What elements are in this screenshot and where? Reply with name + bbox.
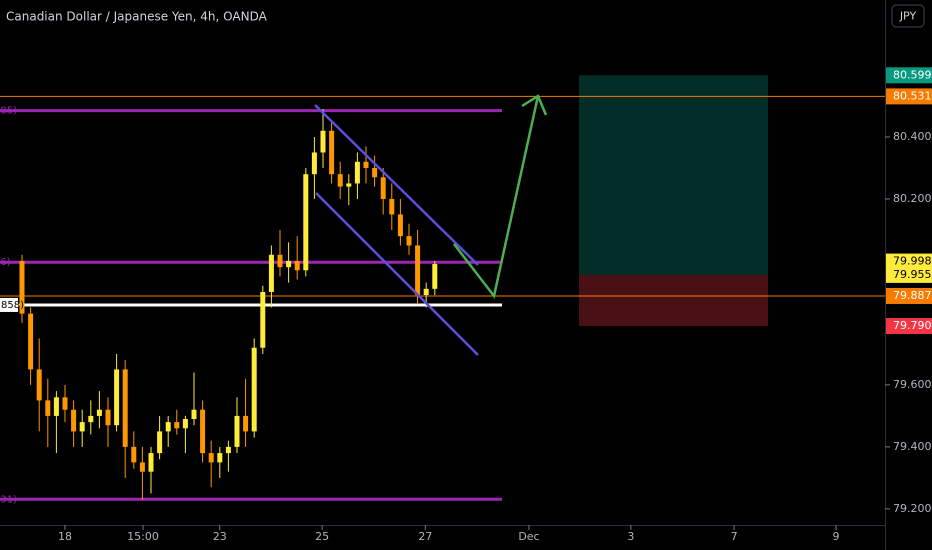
y-tick-label: 80.400 xyxy=(893,130,932,143)
candle-body xyxy=(28,313,34,370)
price-label-bg xyxy=(886,253,932,270)
level-label: 858) xyxy=(1,300,24,311)
candle-body xyxy=(105,409,111,426)
x-tick-label: Dec xyxy=(518,530,539,543)
candle-body xyxy=(251,347,257,432)
candle-body xyxy=(174,422,180,429)
candle-body xyxy=(122,369,128,447)
candle-body xyxy=(372,167,378,178)
x-tick-label: 3 xyxy=(627,530,634,543)
candle-body xyxy=(363,161,369,168)
candle-body xyxy=(45,400,51,416)
candle-body xyxy=(139,462,145,472)
candle-body xyxy=(182,419,188,429)
price-label-bg xyxy=(886,287,932,304)
candle-body xyxy=(53,397,59,416)
candle-body xyxy=(294,260,300,271)
candle-body xyxy=(329,130,335,175)
x-tick-label: 7 xyxy=(731,530,738,543)
chart-title: Canadian Dollar / Japanese Yen, 4h, OAND… xyxy=(6,10,268,24)
price-label-bg xyxy=(886,266,932,283)
price-label-bg xyxy=(886,318,932,335)
candle-body xyxy=(62,397,68,410)
price-label: 80.599 xyxy=(893,68,932,81)
channel-upper xyxy=(314,104,479,266)
candle-body xyxy=(19,260,25,314)
candle-body xyxy=(234,415,240,447)
candle-body xyxy=(217,453,223,463)
candle-body xyxy=(200,409,206,454)
candle-body xyxy=(71,409,77,432)
candle-body xyxy=(397,214,403,237)
candle-body xyxy=(243,415,249,432)
currency-button[interactable] xyxy=(891,4,925,28)
candle-body xyxy=(354,161,360,184)
price-label: 79.790 xyxy=(893,319,932,332)
candle-body xyxy=(389,198,395,215)
arrow-head xyxy=(521,94,548,116)
projection-arrow xyxy=(453,95,540,299)
price-label: 79.887 xyxy=(893,289,932,302)
candle-body xyxy=(79,422,85,432)
level-label: 231) xyxy=(0,494,17,505)
candle-body xyxy=(131,446,137,463)
x-tick-label: 9 xyxy=(832,530,839,543)
price-label-bg xyxy=(886,67,932,84)
y-tick-label: 79.600 xyxy=(893,378,932,391)
x-tick-label: 27 xyxy=(418,530,432,543)
candle-body xyxy=(277,254,283,268)
position-profit xyxy=(579,75,768,275)
candle-body xyxy=(157,431,163,454)
candle-body xyxy=(286,260,292,268)
y-tick-label: 79.200 xyxy=(893,502,932,515)
candle-body xyxy=(165,422,171,432)
level-label-bg xyxy=(0,297,18,312)
candle-body xyxy=(88,415,94,423)
candle-body xyxy=(423,288,429,296)
candle-body xyxy=(148,453,154,472)
x-tick-label: 25 xyxy=(315,530,329,543)
x-tick-label: 23 xyxy=(213,530,227,543)
candle-body xyxy=(320,130,326,153)
candle-body xyxy=(415,245,421,296)
price-label: 79.998 xyxy=(893,255,932,268)
y-tick-label: 79.400 xyxy=(893,440,932,453)
price-label: 80.531 xyxy=(893,89,932,102)
currency-label[interactable]: JPY xyxy=(899,10,917,23)
price-label: 79.955 xyxy=(893,268,932,281)
candle-body xyxy=(36,369,42,401)
candle-body xyxy=(191,409,197,420)
candle-body xyxy=(208,453,214,463)
x-tick-label: 15:00 xyxy=(127,530,159,543)
candle-body xyxy=(380,177,386,199)
candle-body xyxy=(303,174,309,271)
plot xyxy=(0,75,885,501)
candle-body xyxy=(96,409,102,416)
candle-body xyxy=(114,369,120,426)
candle-body xyxy=(432,264,438,289)
candle-body xyxy=(337,174,343,187)
channel-lower xyxy=(315,192,479,356)
price-label-bg xyxy=(886,88,932,105)
candle-body xyxy=(225,446,231,454)
x-tick-label: 18 xyxy=(58,530,72,543)
candle-body xyxy=(268,254,274,292)
candle-body xyxy=(346,183,352,187)
candle-body xyxy=(311,152,317,175)
candle-body xyxy=(260,291,266,348)
level-label: 96) xyxy=(0,257,11,268)
candle-body xyxy=(406,236,412,246)
position-loss xyxy=(579,274,768,327)
y-tick-label: 80.200 xyxy=(893,192,932,205)
level-label: 485) xyxy=(0,106,17,117)
